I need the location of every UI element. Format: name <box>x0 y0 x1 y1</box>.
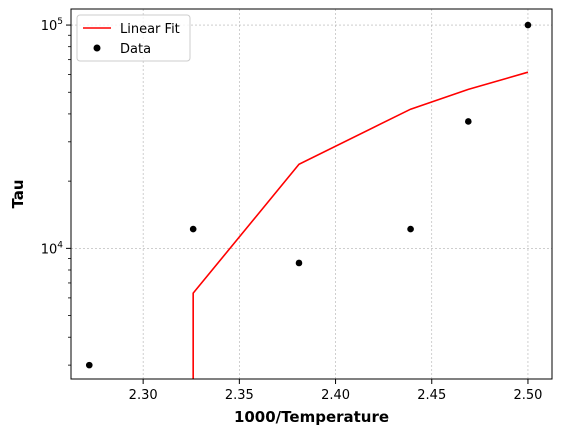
x-tick-label: 2.35 <box>225 388 254 403</box>
legend: Linear Fit Data <box>76 14 191 62</box>
legend-label-data: Data <box>120 42 151 57</box>
y-axis-title: Tau <box>9 179 27 208</box>
x-tick-label: 2.40 <box>321 388 350 403</box>
y-tick-label: 105 <box>41 17 63 34</box>
plot-frame <box>70 8 553 380</box>
legend-box <box>76 14 191 62</box>
y-tick-label: 104 <box>41 240 64 257</box>
x-axis-title: 1000/Temperature <box>234 408 389 426</box>
y-axis-ticks: 104 105 <box>41 17 71 257</box>
legend-label-linear-fit: Linear Fit <box>120 22 180 37</box>
x-tick-label: 2.50 <box>513 388 542 403</box>
legend-marker-swatch <box>93 44 101 52</box>
data-point <box>85 361 93 369</box>
data-point <box>524 21 532 29</box>
grid <box>71 9 552 379</box>
data-point <box>407 225 414 233</box>
x-axis-ticks: 2.30 2.35 2.40 2.45 2.50 <box>129 379 542 403</box>
data-point <box>295 259 303 267</box>
x-tick-label: 2.45 <box>417 388 446 403</box>
x-tick-label: 2.30 <box>129 388 158 403</box>
data-point <box>189 225 197 233</box>
linear-fit-line <box>192 71 529 379</box>
data-point <box>465 118 472 125</box>
series-layer <box>85 21 532 379</box>
